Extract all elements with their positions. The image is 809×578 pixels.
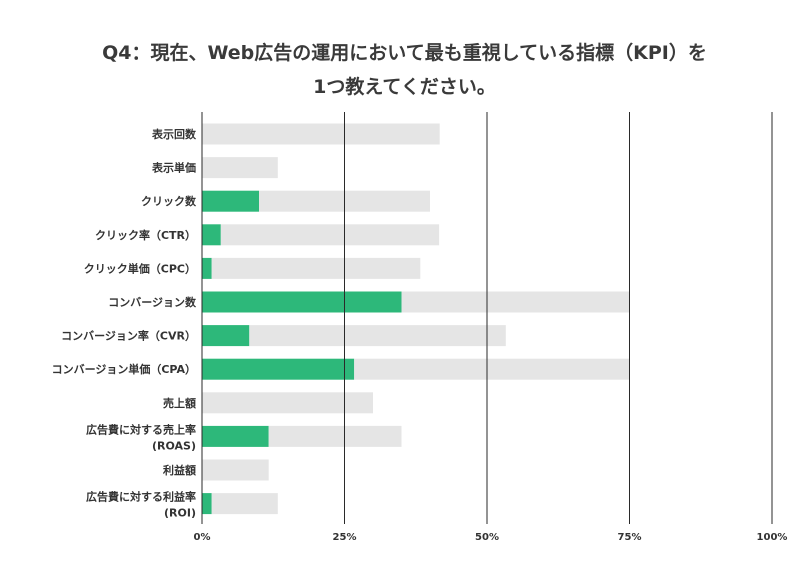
bars-group: [202, 123, 630, 515]
category-label: クリック単価（CPC）: [84, 261, 196, 275]
x-tick-label: 75%: [618, 532, 642, 543]
bar-highlight: [202, 190, 259, 212]
bar-rest: [202, 123, 440, 145]
category-label: コンバージョン率（CVR）: [61, 329, 196, 343]
bar-rest: [202, 459, 269, 481]
category-label-line: 広告費に対する売上率: [86, 422, 196, 436]
category-label: クリック率（CTR）: [95, 228, 196, 242]
category-label: コンバージョン数: [108, 295, 197, 309]
bar-rest: [249, 325, 506, 347]
category-label: 表示回数: [151, 127, 197, 141]
bar-rest: [202, 392, 373, 414]
chart-title-line1: Q4：現在、Web広告の運用において最も重視している指標（KPI）を: [102, 42, 707, 64]
bar-rest: [354, 358, 630, 380]
category-label: 広告費に対する売上率 (ROAS): [86, 422, 196, 452]
category-label: コンバージョン単価（CPA）: [52, 362, 196, 376]
bar-rest: [202, 157, 278, 179]
x-tick-label: 25%: [333, 532, 357, 543]
chart-title-line2: 1つ教えてください。: [313, 76, 496, 98]
x-tick-label: 0%: [194, 532, 211, 543]
x-tick-labels: 0% 25% 50% 75% 100%: [194, 532, 788, 543]
bar-highlight: [202, 291, 402, 313]
category-label: 広告費に対する利益率 (ROI): [86, 490, 196, 520]
bar-rest: [401, 291, 630, 313]
bar-highlight: [202, 358, 355, 380]
category-label-line: (ROAS): [152, 439, 196, 452]
category-label-line: (ROI): [164, 507, 196, 520]
category-label: 利益額: [163, 463, 196, 477]
bar-rest: [211, 257, 421, 279]
category-label: クリック数: [141, 194, 197, 208]
category-label-line: 広告費に対する利益率: [86, 490, 196, 504]
bar-highlight: [202, 425, 269, 447]
category-label: 表示単価: [151, 161, 196, 175]
bar-highlight: [202, 224, 221, 246]
bar-rest: [268, 425, 402, 447]
bar-highlight: [202, 325, 250, 347]
category-label: 売上額: [163, 396, 196, 410]
bar-highlight: [202, 493, 212, 515]
grid-lines: [201, 112, 773, 524]
x-tick-label: 100%: [757, 532, 788, 543]
x-tick-label: 50%: [475, 532, 499, 543]
bar-rest: [220, 224, 440, 246]
bar-highlight: [202, 257, 212, 279]
bar-rest: [211, 493, 278, 515]
